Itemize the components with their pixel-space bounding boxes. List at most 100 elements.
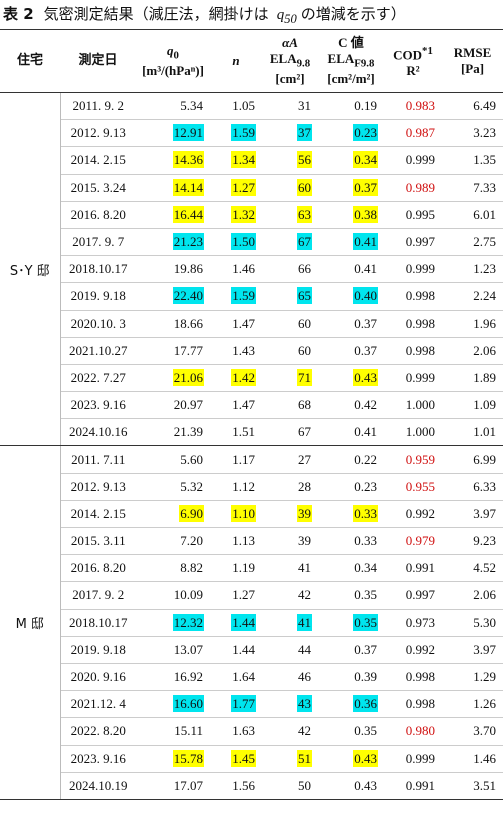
table-row: 2016. 8.20 8.82 1.19 41 0.34 0.991 4.52 xyxy=(0,554,503,583)
n-cell: 1.19 xyxy=(210,554,262,583)
cod-value: 0.989 xyxy=(405,179,435,195)
c-cell: 0.33 xyxy=(318,500,384,529)
header-cell: 測定日 xyxy=(60,29,136,93)
table-row: 2016. 8.20 16.44 1.32 63 0.38 0.995 6.01 xyxy=(0,201,503,229)
ela-cell: 46 xyxy=(262,663,318,692)
n-value: 1.47 xyxy=(232,397,255,413)
rmse-value: 6.33 xyxy=(473,478,496,494)
c-cell: 0.43 xyxy=(318,364,384,393)
cod-cell: 0.980 xyxy=(384,717,442,746)
ela-value: 44 xyxy=(298,641,311,657)
c-value: 0.35 xyxy=(353,613,378,631)
q0-cell: 17.07 xyxy=(136,772,210,800)
ela-value: 68 xyxy=(298,397,311,413)
cod-cell: 0.998 xyxy=(384,663,442,692)
c-cell: 0.34 xyxy=(318,146,384,175)
cod-cell: 0.998 xyxy=(384,310,442,338)
rmse-value: 2.06 xyxy=(473,342,496,358)
q0-value: 15.11 xyxy=(174,723,203,739)
cod-value: 0.998 xyxy=(405,288,435,304)
cod-cell: 0.999 xyxy=(384,745,442,773)
c-value: 0.37 xyxy=(354,342,377,358)
n-value: 1.34 xyxy=(231,151,256,169)
q0-value: 14.14 xyxy=(172,178,204,196)
ela-value: 63 xyxy=(297,205,312,223)
date-cell: 2022. 7.27 xyxy=(60,364,136,393)
n-value: 1.51 xyxy=(232,424,255,440)
rmse-cell: 1.89 xyxy=(442,364,503,393)
date-cell: 2024.10.19 xyxy=(60,772,136,800)
n-value: 1.27 xyxy=(231,178,256,196)
table-row: 2021.12. 4 16.60 1.77 43 0.36 0.998 1.26 xyxy=(0,690,503,719)
q0-value: 5.32 xyxy=(180,478,203,494)
rmse-value: 6.49 xyxy=(473,98,496,114)
cod-cell: 0.991 xyxy=(384,554,442,583)
ela-cell: 28 xyxy=(262,473,318,501)
rmse-cell: 1.23 xyxy=(442,255,503,284)
c-value: 0.43 xyxy=(353,749,378,767)
c-cell: 0.39 xyxy=(318,663,384,692)
date-cell: 2015. 3.11 xyxy=(60,527,136,556)
cod-cell: 0.989 xyxy=(384,174,442,202)
c-cell: 0.23 xyxy=(318,119,384,148)
cod-value: 0.995 xyxy=(405,206,435,222)
rmse-cell: 5.30 xyxy=(442,609,503,637)
q0-cell: 17.77 xyxy=(136,337,210,365)
rmse-cell: 1.46 xyxy=(442,745,503,773)
c-value: 0.43 xyxy=(354,777,377,793)
header-row: 住宅 測定日 q0 [m³/(hPaⁿ)] n αA ELA9.8 [cm²] C 値… xyxy=(0,29,503,93)
c-cell: 0.37 xyxy=(318,174,384,202)
rmse-cell: 3.97 xyxy=(442,500,503,529)
q0-cell: 20.97 xyxy=(136,391,210,420)
c-value: 0.42 xyxy=(354,397,377,413)
n-value: 1.44 xyxy=(231,613,256,631)
rmse-cell: 1.26 xyxy=(442,690,503,719)
ela-value: 67 xyxy=(298,424,311,440)
header-main: ELA xyxy=(269,50,297,66)
table-row: 2022. 8.20 15.11 1.63 42 0.35 0.980 3.70 xyxy=(0,717,503,746)
n-cell: 1.32 xyxy=(210,201,262,229)
date-cell: 2014. 2.15 xyxy=(60,146,136,175)
q0-cell: 21.06 xyxy=(136,364,210,393)
q0-cell: 13.07 xyxy=(136,636,210,664)
c-value: 0.37 xyxy=(353,178,378,196)
ela-value: 60 xyxy=(298,315,311,331)
rmse-value: 3.51 xyxy=(473,777,496,793)
c-cell: 0.35 xyxy=(318,717,384,746)
date-cell: 2021.12. 4 xyxy=(60,690,136,719)
ela-cell: 67 xyxy=(262,228,318,257)
rmse-value: 3.70 xyxy=(473,723,496,739)
n-cell: 1.77 xyxy=(210,690,262,719)
rmse-cell: 3.51 xyxy=(442,772,503,800)
date-cell: 2017. 9. 7 xyxy=(60,228,136,257)
c-value: 0.35 xyxy=(354,587,377,603)
q0-cell: 5.34 xyxy=(136,92,210,121)
c-cell: 0.37 xyxy=(318,636,384,664)
header-cell: q0 [m³/(hPaⁿ)] xyxy=(136,29,210,93)
c-cell: 0.22 xyxy=(318,445,384,474)
c-value: 0.41 xyxy=(354,424,377,440)
q0-cell: 16.44 xyxy=(136,201,210,229)
table-row: 2019. 9.18 13.07 1.44 44 0.37 0.992 3.97 xyxy=(0,636,503,664)
date-cell: 2018.10.17 xyxy=(60,609,136,637)
ela-value: 56 xyxy=(297,151,312,169)
q0-cell: 21.23 xyxy=(136,228,210,257)
cod-cell: 0.992 xyxy=(384,636,442,664)
q0-cell: 5.32 xyxy=(136,473,210,501)
cod-value: 0.998 xyxy=(405,315,435,331)
q0-cell: 21.39 xyxy=(136,418,210,447)
rmse-value: 1.26 xyxy=(473,696,496,712)
q0-cell: 8.82 xyxy=(136,554,210,583)
rmse-value: 1.96 xyxy=(473,315,496,331)
header-cell: COD*1 R² xyxy=(384,29,442,93)
cod-value: 0.979 xyxy=(405,533,435,549)
c-cell: 0.37 xyxy=(318,337,384,365)
c-cell: 0.23 xyxy=(318,473,384,501)
header-var: q xyxy=(167,42,174,58)
c-cell: 0.43 xyxy=(318,772,384,800)
c-value: 0.23 xyxy=(353,124,378,142)
ela-cell: 71 xyxy=(262,364,318,393)
n-value: 1.27 xyxy=(232,587,255,603)
ela-value: 28 xyxy=(298,478,311,494)
date-cell: 2017. 9. 2 xyxy=(60,581,136,610)
